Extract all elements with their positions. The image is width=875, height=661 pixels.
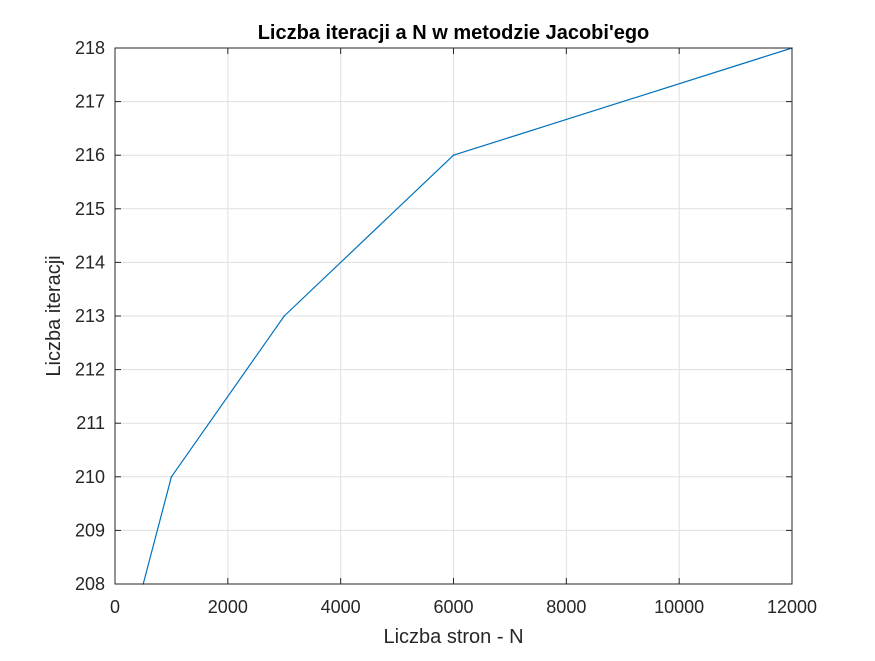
x-tick-label: 4000: [321, 597, 361, 617]
y-tick-label: 210: [75, 467, 105, 487]
data-point: [452, 154, 455, 156]
y-tick-label: 215: [75, 199, 105, 219]
y-tick-label: 217: [75, 92, 105, 112]
ticks: 0 2000 4000 6000 8000 10000 12000 208 209 210 211 2…: [75, 38, 817, 617]
data-point: [170, 476, 173, 478]
y-tick-label: 208: [75, 574, 105, 594]
x-tick-label: 12000: [767, 597, 817, 617]
y-tick-label: 209: [75, 520, 105, 540]
x-tick-label: 8000: [546, 597, 586, 617]
chart-title: Liczba iteracji a N w metodzie Jacobi'eg…: [258, 22, 650, 44]
y-tick-label: 211: [76, 413, 105, 433]
y-tick-label: 212: [75, 360, 105, 380]
x-tick-label: 2000: [208, 597, 248, 617]
x-axis-label: Liczba stron - N: [383, 626, 523, 648]
x-tick-label: 0: [110, 597, 120, 617]
y-axis-label: Liczba iteracji: [43, 255, 65, 376]
x-tick-label: 10000: [654, 597, 704, 617]
y-tick-label: 214: [75, 252, 105, 272]
y-tick-label: 213: [75, 306, 105, 326]
y-tick-label: 218: [75, 38, 105, 58]
x-tick-label: 6000: [433, 597, 473, 617]
data-point: [283, 315, 286, 317]
y-tick-label: 216: [75, 145, 105, 165]
